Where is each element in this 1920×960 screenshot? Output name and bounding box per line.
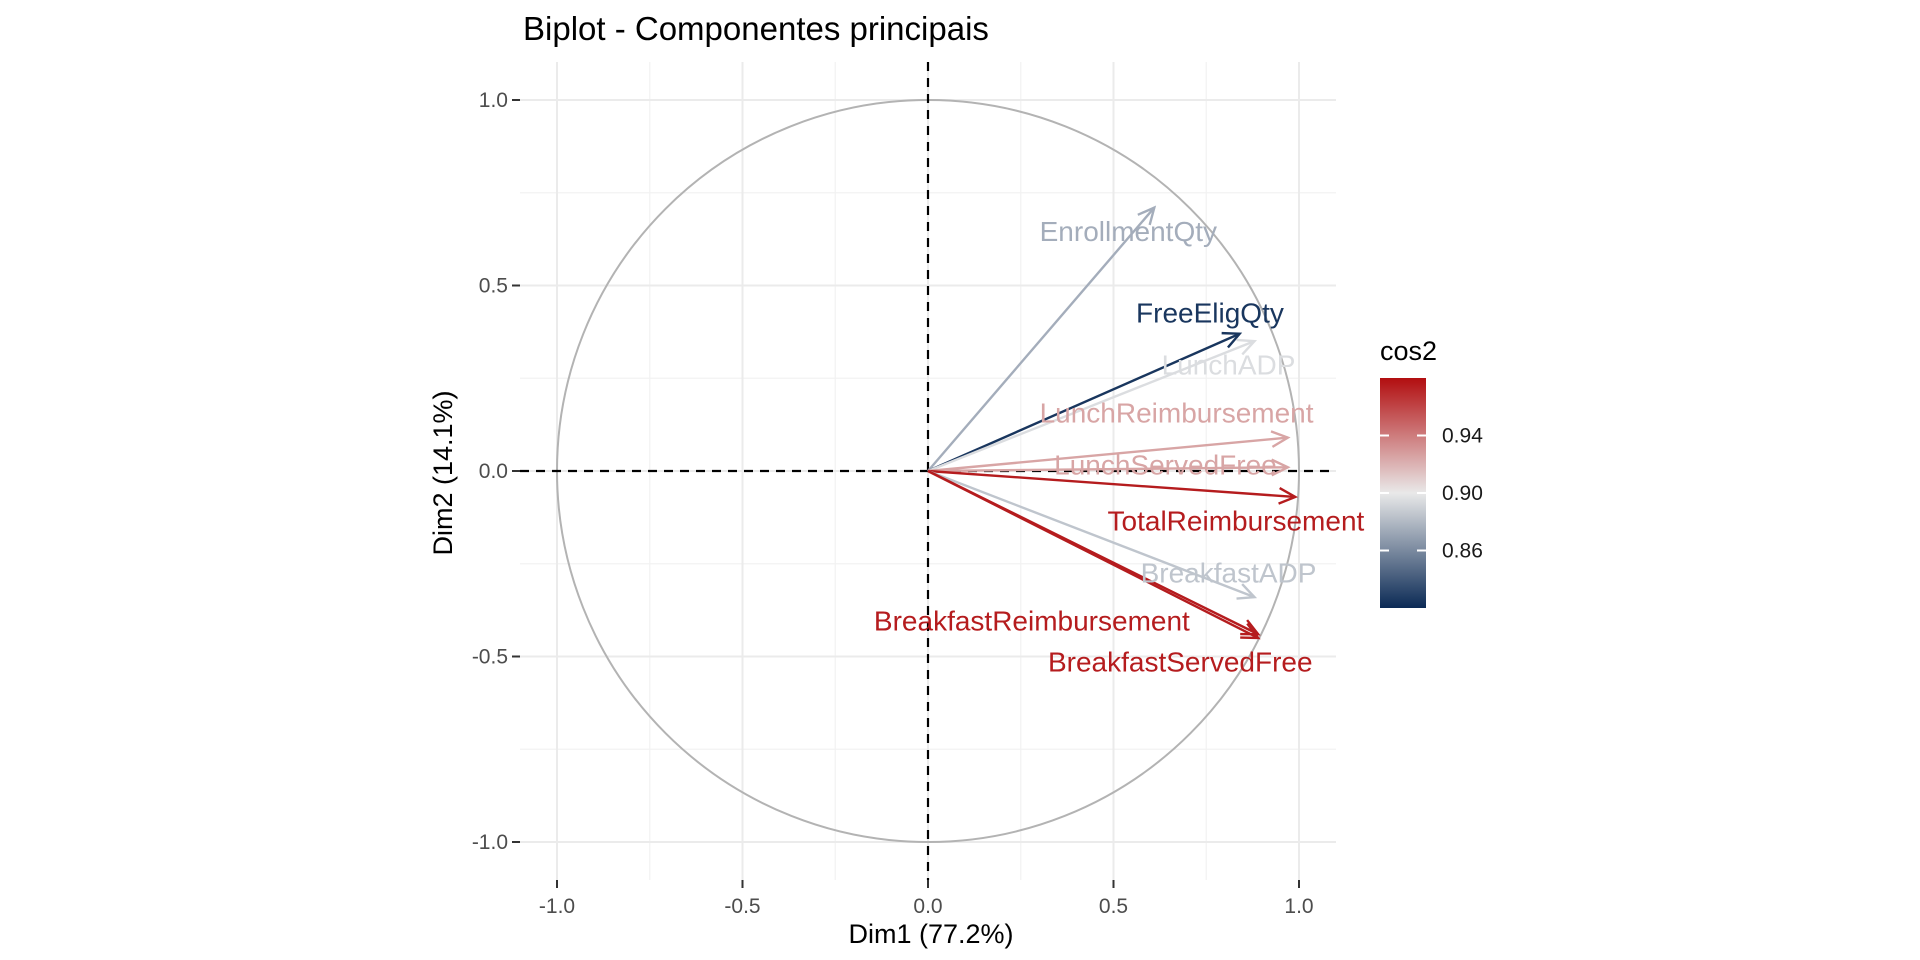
y-tick-label-0: -1.0: [472, 831, 508, 854]
variable-label-BreakfastServedFree: BreakfastServedFree: [1048, 646, 1313, 677]
arrowhead-TotalReimbursement: [1278, 486, 1299, 505]
arrowhead-BreakfastADP: [1236, 583, 1258, 600]
x-tick-label-3: 0.5: [1099, 895, 1128, 918]
y-axis-title: Dim2 (14.1%): [428, 390, 458, 555]
x-tick-label-4: 1.0: [1284, 895, 1313, 918]
arrowhead-FreeEligQty: [1221, 331, 1243, 349]
variable-label-BreakfastADP: BreakfastADP: [1141, 557, 1317, 588]
arrowhead-LunchReimbursement: [1270, 430, 1291, 448]
legend: cos2 0.86 0.90 0.94: [1380, 336, 1483, 608]
arrow-BreakfastADP: [927, 469, 1255, 599]
x-tick-label-0: -1.0: [539, 895, 575, 918]
arrow-BreakfastServedFree: [927, 469, 1259, 640]
variable-arrows: [927, 205, 1299, 640]
arrowhead-LunchServedFree: [1271, 458, 1291, 477]
axes: -1.0 -0.5 0.0 0.5 1.0 -1.0 -0.5 0.0 0.5 1.0: [472, 89, 1314, 918]
variable-label-LunchADP: LunchADP: [1162, 350, 1296, 381]
chart-title: Biplot - Componentes principais: [523, 10, 989, 47]
arrowhead-BreakfastServedFree: [1240, 622, 1261, 640]
y-tick-label-3: 0.5: [479, 275, 508, 298]
legend-tick-label-0: 0.86: [1442, 540, 1483, 563]
variable-label-BreakfastReimbursement: BreakfastReimbursement: [874, 606, 1190, 637]
arrow-EnrollmentQty: [927, 206, 1156, 472]
variable-label-LunchServedFree: LunchServedFree: [1054, 450, 1277, 481]
legend-tick-label-2: 0.94: [1442, 425, 1483, 448]
x-tick-label-1: -0.5: [724, 895, 760, 918]
arrowhead-BreakfastReimbursement: [1240, 619, 1261, 636]
arrowhead-EnrollmentQty: [1137, 205, 1157, 226]
variable-label-FreeEligQty: FreeEligQty: [1136, 298, 1284, 329]
y-tick-label-1: -0.5: [472, 646, 508, 669]
y-tick-label-2: 0.0: [479, 460, 508, 483]
legend-tick-label-1: 0.90: [1442, 482, 1483, 505]
arrow-TotalReimbursement: [927, 469, 1296, 499]
legend-title: cos2: [1380, 336, 1437, 366]
variable-label-TotalReimbursement: TotalReimbursement: [1108, 505, 1365, 536]
x-tick-label-2: 0.0: [913, 895, 942, 918]
arrow-LunchServedFree: [927, 466, 1288, 473]
arrow-LunchReimbursement: [927, 436, 1288, 473]
x-axis-title: Dim1 (77.2%): [848, 919, 1013, 949]
variable-label-EnrollmentQty: EnrollmentQty: [1040, 216, 1217, 247]
variable-label-LunchReimbursement: LunchReimbursement: [1040, 398, 1314, 429]
arrow-LunchADP: [927, 340, 1255, 473]
y-tick-label-4: 1.0: [479, 89, 508, 112]
arrow-FreeEligQty: [927, 332, 1241, 473]
arrowhead-LunchADP: [1236, 338, 1258, 356]
variable-labels: EnrollmentQty FreeEligQty LunchADP LunchRei…: [874, 216, 1365, 677]
